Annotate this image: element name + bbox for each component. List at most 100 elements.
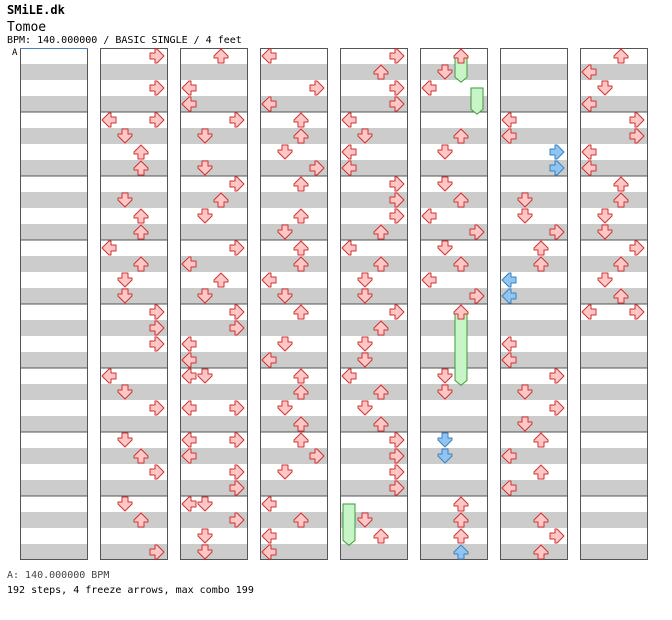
step-arrow-down-icon <box>357 352 373 368</box>
chart-column <box>180 48 248 560</box>
beat-stripe <box>260 320 328 336</box>
beat-stripe <box>580 320 648 336</box>
step-arrow-up-icon <box>533 544 549 560</box>
chart-column <box>580 48 648 560</box>
song-title: Tomoe <box>7 20 47 35</box>
step-arrow-left-icon <box>501 112 517 128</box>
step-arrow-right-icon <box>149 336 165 352</box>
beat-stripe <box>100 544 168 560</box>
beat-stripe <box>340 288 408 304</box>
beat-stripe <box>500 480 568 496</box>
beat-stripe <box>20 448 88 464</box>
step-arrow-right-icon <box>149 544 165 560</box>
step-arrow-up-icon <box>453 544 469 560</box>
step-arrow-right-icon <box>389 464 405 480</box>
beat-stripe <box>100 128 168 144</box>
step-arrow-up-icon <box>453 496 469 512</box>
step-arrow-down-icon <box>437 144 453 160</box>
beat-stripe <box>420 64 488 80</box>
step-arrow-up-icon <box>533 432 549 448</box>
beat-stripe <box>340 96 408 112</box>
freeze-arrow <box>470 87 484 115</box>
step-arrow-left-icon <box>501 480 517 496</box>
step-arrow-down-icon <box>117 432 133 448</box>
step-arrow-up-icon <box>533 240 549 256</box>
beat-stripe <box>20 256 88 272</box>
step-arrow-up-icon <box>613 288 629 304</box>
chart-stats: 192 steps, 4 freeze arrows, max combo 19… <box>7 585 254 596</box>
beat-stripe <box>500 96 568 112</box>
step-arrow-right-icon <box>229 464 245 480</box>
step-arrow-down-icon <box>277 288 293 304</box>
chart-column <box>420 48 488 560</box>
beat-stripe <box>20 512 88 528</box>
step-arrow-left-icon <box>181 96 197 112</box>
step-arrow-left-icon <box>261 96 277 112</box>
step-arrow-down-icon <box>197 528 213 544</box>
step-arrow-right-icon <box>389 304 405 320</box>
step-arrow-down-icon <box>277 224 293 240</box>
step-arrow-left-icon <box>581 96 597 112</box>
step-arrow-right-icon <box>389 192 405 208</box>
beat-stripe <box>340 192 408 208</box>
step-arrow-up-icon <box>373 528 389 544</box>
beat-stripe <box>180 128 248 144</box>
beat-stripe <box>260 480 328 496</box>
step-arrow-left-icon <box>181 368 197 384</box>
chart-column <box>260 48 328 560</box>
step-arrow-left-icon <box>421 80 437 96</box>
beat-stripe <box>180 256 248 272</box>
step-arrow-up-icon <box>293 208 309 224</box>
step-arrow-down-icon <box>117 192 133 208</box>
chart-column <box>100 48 168 560</box>
step-arrow-up-icon <box>293 432 309 448</box>
bpm-marker-line <box>20 48 88 49</box>
step-arrow-left-icon <box>181 448 197 464</box>
step-arrow-right-icon <box>309 80 325 96</box>
step-arrow-left-icon <box>341 240 357 256</box>
step-arrow-left-icon <box>181 80 197 96</box>
beat-stripe <box>580 416 648 432</box>
beat-stripe <box>100 384 168 400</box>
beat-stripe <box>580 448 648 464</box>
beat-stripe <box>500 128 568 144</box>
beat-stripe <box>180 480 248 496</box>
step-arrow-down-icon <box>517 416 533 432</box>
bpm-legend: A: 140.000000 BPM <box>7 570 110 581</box>
step-arrow-left-icon <box>101 368 117 384</box>
beat-stripe <box>20 160 88 176</box>
step-arrow-right-icon <box>389 176 405 192</box>
step-arrow-up-icon <box>293 384 309 400</box>
step-arrow-left-icon <box>261 528 277 544</box>
step-arrow-up-icon <box>453 128 469 144</box>
step-arrow-up-icon <box>213 272 229 288</box>
step-arrow-down-icon <box>517 208 533 224</box>
step-arrow-down-icon <box>597 224 613 240</box>
step-arrow-down-icon <box>117 496 133 512</box>
beat-stripe <box>260 288 328 304</box>
step-arrow-up-icon <box>613 176 629 192</box>
beat-stripe <box>180 320 248 336</box>
beat-stripe <box>180 544 248 560</box>
step-arrow-down-icon <box>437 448 453 464</box>
beat-stripe <box>340 160 408 176</box>
step-arrow-up-icon <box>133 224 149 240</box>
beat-stripe <box>340 512 408 528</box>
step-arrow-right-icon <box>229 432 245 448</box>
step-arrow-right-icon <box>229 400 245 416</box>
step-arrow-right-icon <box>229 112 245 128</box>
step-arrow-up-icon <box>293 256 309 272</box>
beat-stripe <box>100 96 168 112</box>
step-arrow-left-icon <box>181 400 197 416</box>
step-arrow-left-icon <box>261 272 277 288</box>
beat-stripe <box>500 192 568 208</box>
beat-stripe <box>260 160 328 176</box>
beat-stripe <box>500 64 568 80</box>
step-arrow-down-icon <box>197 368 213 384</box>
step-arrow-left-icon <box>101 240 117 256</box>
step-arrow-down-icon <box>437 432 453 448</box>
step-arrow-left-icon <box>341 144 357 160</box>
step-arrow-right-icon <box>149 112 165 128</box>
beat-stripe <box>580 224 648 240</box>
